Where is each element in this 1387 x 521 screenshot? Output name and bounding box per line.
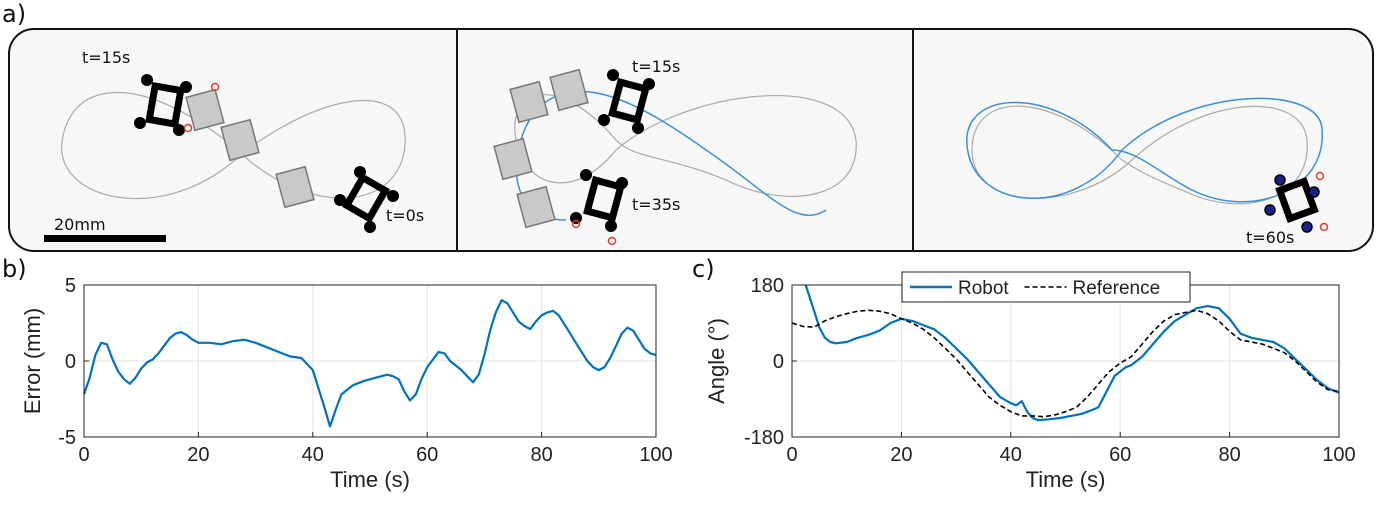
scale-bar-label: 20mm (54, 215, 106, 234)
x-tick-label: 40 (302, 444, 324, 466)
y-tick-label: -5 (58, 427, 76, 449)
x-tick-label: 80 (530, 444, 552, 466)
panel-divider-1 (456, 30, 458, 250)
robot (583, 77, 650, 223)
x-axis-label: Time (s) (330, 467, 410, 492)
target-markers (1315, 171, 1329, 232)
panel-label-a: a) (2, 0, 27, 28)
x-tick-label: 20 (890, 444, 912, 466)
y-tick-label: 5 (65, 275, 76, 297)
x-tick-label: 0 (78, 444, 89, 466)
y-tick-label: -180 (744, 427, 784, 449)
subpanel-2 (493, 68, 857, 246)
x-tick-label: 60 (416, 444, 438, 466)
y-axis-label: Angle (°) (704, 318, 729, 404)
legend: Robot Reference (901, 271, 1191, 303)
x-tick-label: 100 (1322, 444, 1355, 466)
robot-start (145, 81, 391, 224)
time-label-p2-top: t=15s (632, 57, 681, 76)
x-tick-label: 60 (1109, 444, 1131, 466)
legend-label-robot: Robot (958, 278, 1009, 299)
trajectory-illustrations (61, 68, 1329, 246)
x-tick-label: 40 (1000, 444, 1022, 466)
legend-label-reference: Reference (1073, 278, 1161, 299)
panel-label-b: b) (2, 255, 27, 283)
robot-feet (134, 74, 399, 233)
series-line-reference (791, 309, 1340, 418)
series-line-0 (82, 299, 657, 428)
robot-path (515, 90, 827, 221)
x-tick-label: 0 (786, 444, 797, 466)
x-axis-label: Time (s) (1026, 467, 1106, 492)
y-tick-label: 0 (773, 351, 784, 373)
y-tick-label: 180 (751, 275, 784, 297)
robot-path (966, 97, 1323, 203)
subpanel-3 (966, 97, 1329, 233)
ghost-robots (493, 68, 589, 229)
trajectory-photo-panel: t=15s t=0s t=15s t=35s t=60s 20mm (8, 28, 1374, 252)
series-line-robot (804, 284, 1340, 422)
panel-label-c: c) (692, 255, 715, 283)
target-markers (571, 219, 617, 246)
robot-feet (570, 69, 655, 232)
x-tick-label: 20 (187, 444, 209, 466)
panel-divider-2 (912, 30, 914, 250)
time-label-p1-start: t=15s (82, 48, 131, 67)
time-label-p1-end: t=0s (386, 206, 425, 225)
x-tick-label: 100 (639, 444, 672, 466)
reference-path (514, 94, 857, 197)
scale-bar (44, 235, 166, 242)
y-axis-label: Error (mm) (20, 308, 45, 414)
reference-path (971, 105, 1308, 205)
subpanel-1 (61, 74, 406, 233)
y-tick-label: 0 (65, 351, 76, 373)
robot-feet (1264, 174, 1320, 233)
time-label-p3: t=60s (1246, 228, 1295, 247)
ghost-robots (185, 88, 315, 209)
target-markers (183, 82, 220, 133)
x-tick-label: 80 (1218, 444, 1240, 466)
time-label-p2-bottom: t=35s (632, 195, 681, 214)
robot (1275, 176, 1319, 224)
